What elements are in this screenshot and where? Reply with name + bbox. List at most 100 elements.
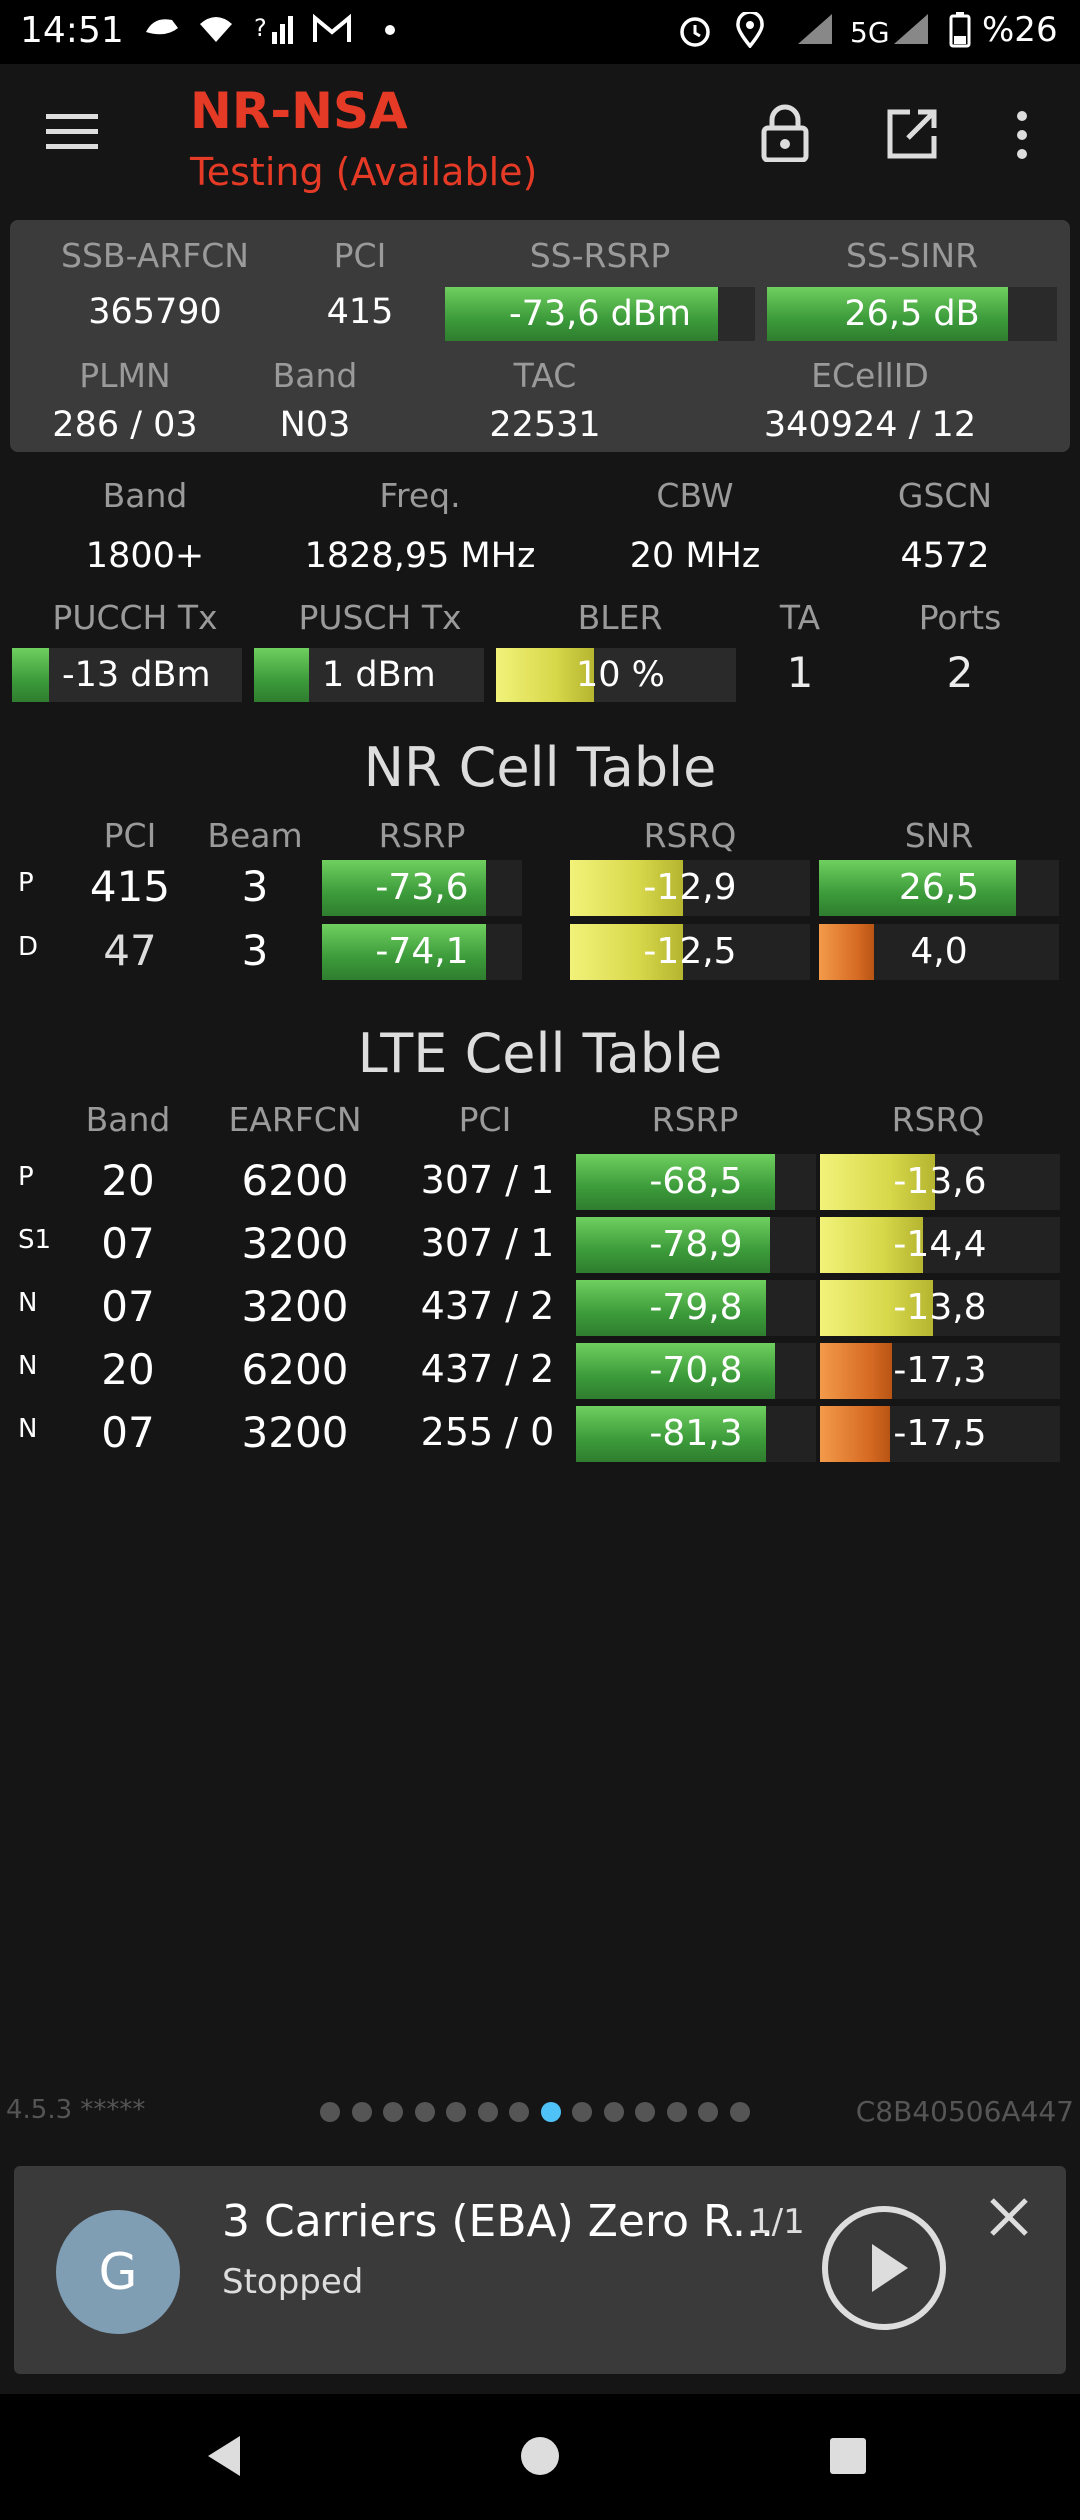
signal-5g-icon bbox=[892, 12, 932, 57]
close-button[interactable] bbox=[988, 2196, 1030, 2242]
nr-row-rsrq-bar: -12,5 bbox=[570, 924, 810, 980]
lte-row-band: 07 bbox=[101, 1219, 155, 1268]
lte-rsrq-header: RSRQ bbox=[891, 1100, 985, 1139]
svg-text:?: ? bbox=[254, 14, 267, 42]
lte-gscn-value: 4572 bbox=[900, 536, 990, 576]
lte-row-earfcn: 6200 bbox=[241, 1156, 349, 1205]
nr-row-pci: 47 bbox=[103, 926, 157, 975]
lte-row-rsrq-bar: -13,6 bbox=[820, 1154, 1060, 1210]
lte-row-rsrq-bar: -17,5 bbox=[820, 1406, 1060, 1462]
nr-row-rsrp-bar: -74,1 bbox=[322, 924, 522, 980]
lte-row-rsrp-bar: -70,8 bbox=[576, 1343, 816, 1399]
pusch-label: PUSCH Tx bbox=[298, 598, 462, 637]
lte-row-pci: 307 / 1 bbox=[420, 1221, 555, 1265]
page-dot[interactable] bbox=[603, 2102, 624, 2122]
recents-button[interactable] bbox=[828, 2436, 868, 2480]
nr-row-rsrq: -12,5 bbox=[643, 931, 737, 972]
page-dot[interactable] bbox=[729, 2102, 750, 2122]
dot-icon bbox=[383, 12, 397, 57]
ecellid-label: ECellID bbox=[811, 356, 929, 395]
pusch-value: 1 dBm bbox=[322, 655, 436, 695]
lte-row-earfcn: 3200 bbox=[241, 1219, 349, 1268]
signal-icon bbox=[796, 12, 836, 57]
lte-row-earfcn: 3200 bbox=[241, 1282, 349, 1331]
open-external-icon[interactable] bbox=[886, 108, 938, 164]
media-status: Stopped bbox=[222, 2262, 364, 2302]
back-icon bbox=[208, 2436, 240, 2476]
page-dot[interactable] bbox=[320, 2102, 340, 2122]
page-dot[interactable] bbox=[572, 2102, 592, 2122]
ecellid-value: 340924 / 12 bbox=[763, 405, 977, 445]
bler-value: 10 % bbox=[576, 655, 665, 695]
nr-row-type: P bbox=[18, 868, 34, 898]
device-id: C8B40506A447 bbox=[855, 2095, 1074, 2128]
page-subtitle: Testing (Available) bbox=[190, 150, 538, 194]
nr-cell-table-title: NR Cell Table bbox=[363, 736, 717, 799]
pucch-bar: -13 dBm bbox=[12, 648, 242, 702]
pci-value: 415 bbox=[326, 292, 394, 332]
ports-label: Ports bbox=[918, 598, 1002, 637]
page-dot[interactable] bbox=[666, 2102, 687, 2122]
bler-bar: 10 % bbox=[496, 648, 736, 702]
nr-row-rsrq: -12,9 bbox=[643, 867, 737, 908]
app-notification-icon bbox=[142, 12, 182, 53]
network-type: 5G bbox=[850, 16, 890, 49]
lte-row-type: N bbox=[18, 1351, 38, 1381]
lte-row-band: 20 bbox=[101, 1345, 155, 1394]
wifi-icon bbox=[196, 12, 236, 57]
lock-icon[interactable] bbox=[760, 104, 810, 166]
play-button[interactable] bbox=[822, 2206, 946, 2330]
nr-row-snr-bar: 26,5 bbox=[819, 860, 1059, 916]
page-dot[interactable] bbox=[383, 2102, 403, 2122]
page-dot[interactable] bbox=[414, 2102, 435, 2122]
bler-label: BLER bbox=[577, 598, 663, 637]
page-dot[interactable] bbox=[698, 2102, 718, 2122]
tac-value: 22531 bbox=[489, 405, 601, 445]
pci-label: PCI bbox=[333, 236, 387, 275]
more-vert-icon[interactable] bbox=[1012, 110, 1032, 164]
ss-sinr-value: 26,5 dB bbox=[844, 294, 980, 334]
band-value: N03 bbox=[279, 405, 351, 445]
home-button[interactable] bbox=[518, 2434, 562, 2482]
nr-rsrq-header: RSRQ bbox=[643, 816, 737, 855]
nr-row-snr: 4,0 bbox=[910, 931, 968, 972]
lte-pci-header: PCI bbox=[458, 1100, 512, 1139]
plmn-label: PLMN bbox=[79, 356, 171, 395]
ssb-arfcn-value: 365790 bbox=[88, 292, 222, 332]
lte-freq-label: Freq. bbox=[379, 476, 461, 515]
media-count: 1/1 bbox=[750, 2202, 805, 2242]
alarm-icon bbox=[675, 12, 715, 59]
lte-row-rsrp: -79,8 bbox=[649, 1287, 743, 1328]
battery-level: %26 bbox=[982, 10, 1058, 50]
band-label: Band bbox=[272, 356, 358, 395]
signal-question-icon: ? bbox=[254, 12, 294, 57]
lte-cbw-label: CBW bbox=[656, 476, 734, 515]
home-icon bbox=[521, 2437, 559, 2475]
lte-row-pci: 307 / 1 bbox=[420, 1158, 555, 1202]
lte-row-rsrp: -78,9 bbox=[649, 1224, 743, 1265]
lte-row-type: S1 bbox=[18, 1225, 52, 1255]
page-dot[interactable] bbox=[351, 2102, 372, 2122]
page-dot[interactable] bbox=[540, 2102, 561, 2122]
lte-row-rsrp: -68,5 bbox=[649, 1161, 743, 1202]
back-button[interactable] bbox=[204, 2434, 244, 2482]
lte-row-rsrq-bar: -13,8 bbox=[820, 1280, 1060, 1336]
nr-beam-header: Beam bbox=[207, 816, 303, 855]
lte-cell-table-title: LTE Cell Table bbox=[357, 1022, 723, 1085]
lte-row-pci: 255 / 0 bbox=[420, 1410, 555, 1454]
lte-freq-value: 1828,95 MHz bbox=[304, 536, 536, 576]
location-icon bbox=[734, 10, 766, 59]
page-dot[interactable] bbox=[509, 2102, 529, 2122]
lte-row-rsrq-bar: -14,4 bbox=[820, 1217, 1060, 1273]
lte-row-rsrp: -81,3 bbox=[649, 1413, 743, 1454]
status-bar bbox=[0, 0, 1080, 64]
page-dot[interactable] bbox=[635, 2102, 655, 2122]
ta-label: TA bbox=[779, 598, 821, 637]
lte-row-earfcn: 6200 bbox=[241, 1345, 349, 1394]
menu-icon[interactable] bbox=[46, 112, 98, 156]
page-dot[interactable] bbox=[477, 2102, 498, 2122]
page-dot[interactable] bbox=[446, 2102, 466, 2122]
close-icon bbox=[990, 2198, 1028, 2236]
nr-row-pci: 415 bbox=[89, 862, 171, 911]
lte-row-rsrp: -70,8 bbox=[649, 1350, 743, 1391]
